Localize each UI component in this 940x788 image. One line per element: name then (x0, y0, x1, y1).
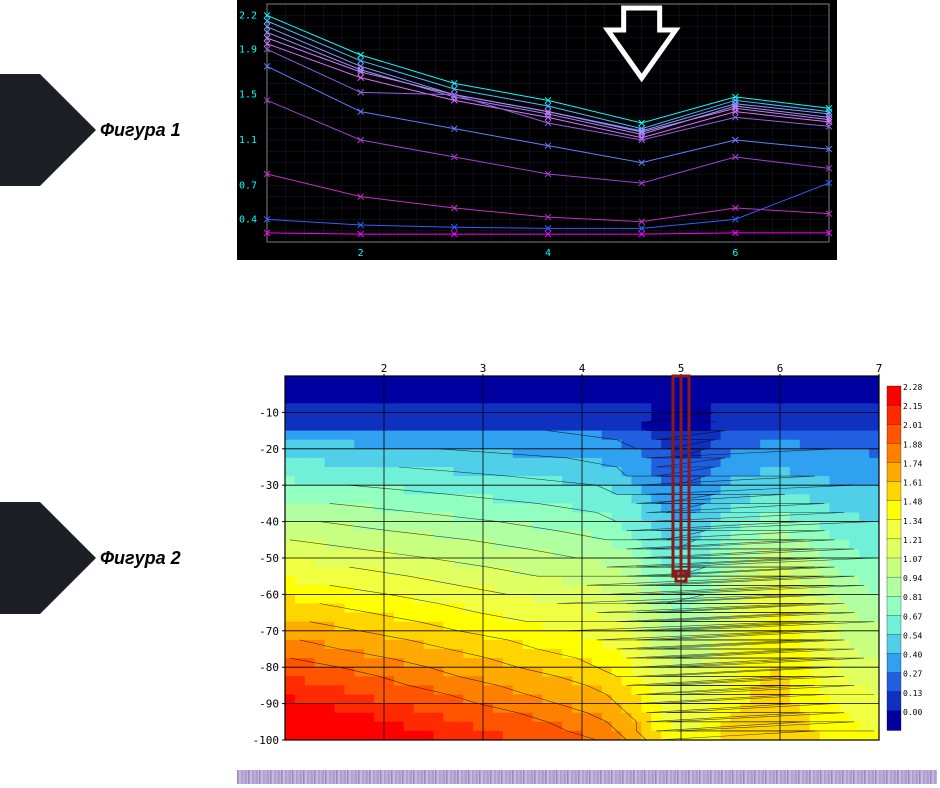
svg-text:-70: -70 (259, 625, 279, 638)
svg-text:-80: -80 (259, 661, 279, 674)
svg-text:6: 6 (732, 248, 738, 259)
svg-text:1.1: 1.1 (239, 135, 257, 146)
svg-text:-30: -30 (259, 479, 279, 492)
svg-text:1.34: 1.34 (903, 517, 922, 526)
contour-heatmap: 2 3 4 5 6 7 -10 -20 -30 -40 -50 -60 -70 -80 -90 -100 2.2… (237, 358, 937, 748)
svg-text:3: 3 (480, 362, 487, 375)
svg-text:5: 5 (678, 362, 685, 375)
figure-pointer-2 (0, 488, 110, 628)
svg-text:0.40: 0.40 (903, 651, 922, 660)
svg-text:0.00: 0.00 (903, 708, 922, 717)
svg-text:1.21: 1.21 (903, 536, 922, 545)
svg-text:0.7: 0.7 (239, 180, 257, 191)
svg-text:-50: -50 (259, 552, 279, 565)
noise-footer-bar (237, 770, 937, 784)
svg-text:0.13: 0.13 (903, 689, 922, 698)
figure-pointer-1 (0, 60, 110, 200)
svg-text:1.88: 1.88 (903, 440, 922, 449)
svg-text:-90: -90 (259, 698, 279, 711)
svg-text:0.94: 0.94 (903, 574, 922, 583)
svg-text:2: 2 (381, 362, 388, 375)
svg-text:4: 4 (545, 248, 551, 259)
svg-text:0.27: 0.27 (903, 670, 922, 679)
svg-text:2.28: 2.28 (903, 383, 922, 392)
svg-text:1.9: 1.9 (239, 44, 257, 55)
svg-text:-20: -20 (259, 443, 279, 456)
svg-text:0.81: 0.81 (903, 593, 922, 602)
svg-text:1.74: 1.74 (903, 459, 922, 468)
svg-text:2.15: 2.15 (903, 402, 922, 411)
line-chart-svg: 0.4 0.7 1.1 1.5 1.9 2.2 2 4 6 (237, 0, 837, 260)
svg-text:-100: -100 (253, 734, 280, 747)
svg-text:6: 6 (777, 362, 784, 375)
svg-text:4: 4 (579, 362, 586, 375)
svg-text:1.61: 1.61 (903, 479, 922, 488)
svg-text:7: 7 (876, 362, 883, 375)
svg-text:2.2: 2.2 (239, 10, 257, 21)
figure-2-label: Фигура 2 (100, 548, 181, 569)
contour-heatmap-svg: 2 3 4 5 6 7 -10 -20 -30 -40 -50 -60 -70 -80 -90 -100 2.2… (237, 358, 937, 748)
svg-text:1.48: 1.48 (903, 498, 922, 507)
svg-text:1.5: 1.5 (239, 90, 257, 101)
svg-text:2.01: 2.01 (903, 421, 922, 430)
svg-text:0.4: 0.4 (239, 214, 257, 225)
line-chart: 0.4 0.7 1.1 1.5 1.9 2.2 2 4 6 (237, 0, 837, 260)
svg-text:0.67: 0.67 (903, 612, 922, 621)
figure-1-label: Фигура 1 (100, 120, 181, 141)
svg-text:0.54: 0.54 (903, 631, 922, 640)
svg-text:-10: -10 (259, 406, 279, 419)
svg-text:-60: -60 (259, 588, 279, 601)
svg-text:1.07: 1.07 (903, 555, 922, 564)
svg-text:2: 2 (358, 248, 364, 259)
svg-text:-40: -40 (259, 516, 279, 529)
